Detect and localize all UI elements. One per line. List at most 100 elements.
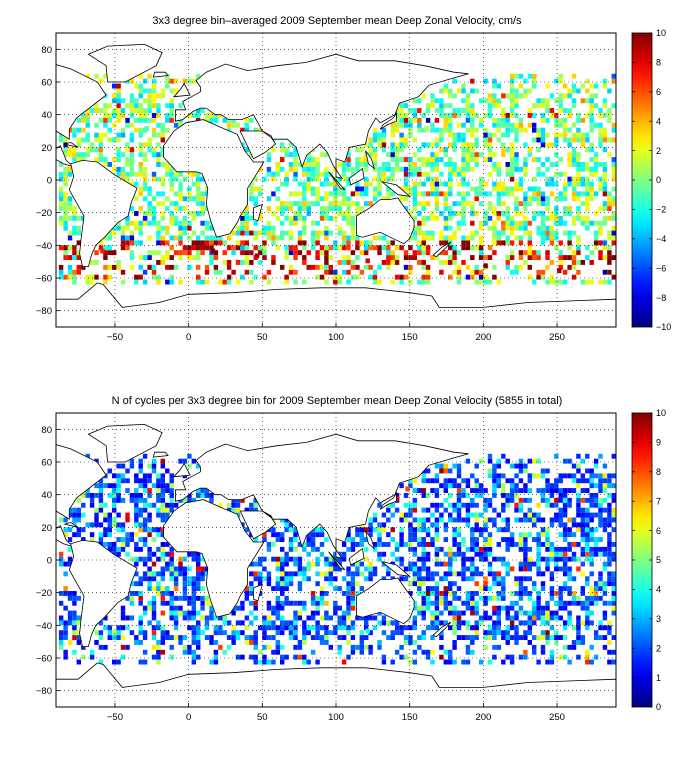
data-bin [160, 527, 166, 533]
data-bin [160, 137, 166, 143]
data-bin [505, 458, 510, 464]
data-bin [116, 551, 121, 557]
data-bin [182, 250, 188, 256]
data-bin [319, 215, 325, 221]
data-bin [284, 274, 289, 280]
data-bin [549, 522, 555, 528]
coastline [56, 282, 616, 327]
data-bin [452, 537, 457, 542]
data-bin [434, 546, 440, 552]
data-bin [160, 546, 166, 552]
data-bin [151, 206, 157, 211]
data-bin [85, 522, 90, 528]
coastline [328, 551, 346, 571]
data-bin [182, 230, 188, 236]
data-bin [461, 88, 466, 94]
data-bin [598, 522, 603, 528]
data-bin [421, 610, 426, 616]
data-bin [527, 245, 533, 251]
data-bin [67, 507, 73, 513]
data-bin [443, 537, 449, 542]
data-bin [478, 458, 484, 464]
data-bin [112, 659, 117, 665]
data-bin [355, 211, 360, 216]
data-bin [403, 640, 409, 645]
data-bin [536, 98, 541, 104]
data-bin [315, 659, 320, 665]
data-bin [213, 255, 219, 260]
data-bin [173, 220, 179, 226]
data-bin [487, 191, 493, 197]
data-bin [341, 542, 347, 547]
data-bin [178, 561, 183, 567]
data-bin [302, 654, 307, 660]
data-bin [580, 591, 586, 596]
data-bin [461, 610, 466, 616]
data-bin [607, 473, 612, 479]
data-bin [443, 649, 449, 655]
data-bin [576, 640, 581, 645]
data-bin [151, 103, 157, 109]
data-bin [562, 255, 568, 260]
data-bin [505, 537, 510, 542]
data-bin [306, 166, 311, 172]
data-bin [324, 255, 329, 260]
data-bin [364, 176, 369, 182]
data-bin [169, 103, 174, 109]
data-bin [549, 654, 555, 660]
data-bin [350, 591, 356, 596]
data-bin [593, 83, 599, 89]
data-bin [160, 88, 166, 94]
data-bin [116, 630, 121, 636]
data-bin [337, 225, 342, 231]
data-bin [394, 152, 400, 158]
data-bin [372, 245, 378, 251]
data-bin [478, 225, 484, 231]
data-bin [523, 201, 528, 207]
data-bin [63, 517, 68, 523]
data-bin [576, 137, 581, 143]
data-bin [204, 264, 210, 270]
data-bin [138, 88, 143, 94]
data-bin [443, 113, 449, 118]
data-bin [554, 220, 559, 226]
data-bin [112, 522, 117, 528]
data-bin [518, 488, 524, 493]
data-bin [408, 162, 413, 167]
data-bin [386, 502, 391, 508]
data-bin [501, 225, 506, 231]
data-bin [532, 537, 537, 542]
data-bin [549, 542, 555, 547]
data-bin [585, 279, 590, 285]
data-bin [518, 463, 524, 469]
data-bin [474, 113, 479, 118]
data-bin [72, 635, 77, 640]
data-bin [94, 493, 99, 498]
data-bin [483, 113, 488, 118]
data-bin [134, 493, 139, 498]
data-bin [94, 483, 99, 489]
data-bin [120, 497, 126, 503]
data-bin [562, 497, 568, 503]
data-bin [129, 108, 135, 113]
data-bin [439, 127, 444, 133]
data-bin [266, 235, 272, 241]
data-bin [72, 279, 77, 285]
data-bin [408, 211, 413, 216]
data-bin [381, 147, 387, 153]
data-bin [346, 260, 351, 265]
data-bin [386, 255, 391, 260]
data-bin [448, 625, 453, 631]
data-bin [249, 507, 254, 513]
data-bin [257, 245, 263, 251]
data-bin [483, 502, 488, 508]
data-bin [107, 542, 113, 547]
data-bin [576, 269, 581, 275]
data-bin [76, 659, 82, 665]
data-bin [364, 620, 369, 626]
data-bin [253, 561, 258, 567]
data-bin [549, 191, 555, 197]
data-bin [284, 561, 289, 567]
data-bin [562, 561, 568, 567]
